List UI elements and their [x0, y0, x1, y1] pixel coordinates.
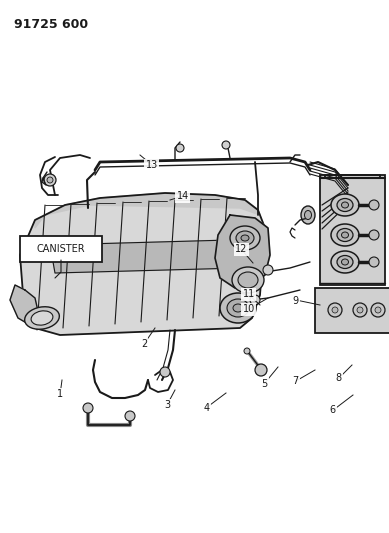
Polygon shape — [35, 193, 260, 228]
FancyBboxPatch shape — [20, 236, 102, 262]
Ellipse shape — [233, 304, 243, 312]
Circle shape — [328, 303, 342, 317]
Circle shape — [44, 174, 56, 186]
Circle shape — [369, 230, 379, 240]
Circle shape — [47, 177, 53, 183]
Text: 5: 5 — [261, 379, 268, 389]
Text: 91725 600: 91725 600 — [14, 18, 88, 31]
Text: 9: 9 — [293, 296, 299, 306]
Circle shape — [176, 144, 184, 152]
Ellipse shape — [31, 311, 53, 325]
Ellipse shape — [25, 307, 60, 329]
Text: 2: 2 — [141, 339, 147, 349]
Bar — [315, 288, 389, 333]
Circle shape — [369, 200, 379, 210]
Circle shape — [353, 303, 367, 317]
Circle shape — [357, 307, 363, 313]
Ellipse shape — [331, 251, 359, 273]
Ellipse shape — [337, 198, 353, 212]
Ellipse shape — [342, 259, 349, 265]
Polygon shape — [10, 285, 40, 325]
Circle shape — [369, 257, 379, 267]
Ellipse shape — [331, 224, 359, 246]
Text: 14: 14 — [177, 191, 189, 201]
Ellipse shape — [241, 235, 249, 241]
Text: 12: 12 — [235, 245, 247, 254]
Text: 7: 7 — [293, 376, 299, 386]
Circle shape — [160, 367, 170, 377]
Circle shape — [250, 295, 260, 305]
Ellipse shape — [232, 267, 264, 293]
Ellipse shape — [236, 231, 254, 245]
Text: 6: 6 — [329, 406, 336, 415]
Ellipse shape — [230, 226, 260, 250]
Polygon shape — [50, 240, 240, 273]
Ellipse shape — [238, 272, 258, 288]
Ellipse shape — [337, 229, 353, 241]
Ellipse shape — [305, 211, 312, 220]
Ellipse shape — [342, 202, 349, 208]
Text: 3: 3 — [164, 400, 170, 410]
Text: CANISTER: CANISTER — [37, 244, 85, 254]
Circle shape — [263, 265, 273, 275]
Ellipse shape — [220, 293, 256, 323]
Circle shape — [255, 364, 267, 376]
Text: 1: 1 — [57, 390, 63, 399]
Circle shape — [83, 403, 93, 413]
Circle shape — [244, 348, 250, 354]
Bar — [320, 175, 385, 285]
Polygon shape — [215, 215, 270, 288]
Ellipse shape — [331, 194, 359, 216]
Circle shape — [371, 303, 385, 317]
Text: 13: 13 — [145, 160, 158, 170]
Circle shape — [222, 141, 230, 149]
Text: 8: 8 — [335, 374, 342, 383]
Ellipse shape — [301, 206, 315, 224]
Circle shape — [125, 411, 135, 421]
Polygon shape — [20, 193, 265, 335]
Ellipse shape — [337, 255, 353, 269]
Circle shape — [332, 307, 338, 313]
Text: 10: 10 — [243, 304, 255, 314]
Circle shape — [375, 307, 381, 313]
Ellipse shape — [227, 299, 249, 317]
Ellipse shape — [342, 232, 349, 238]
Text: 11: 11 — [243, 289, 255, 299]
Text: 4: 4 — [203, 403, 209, 413]
